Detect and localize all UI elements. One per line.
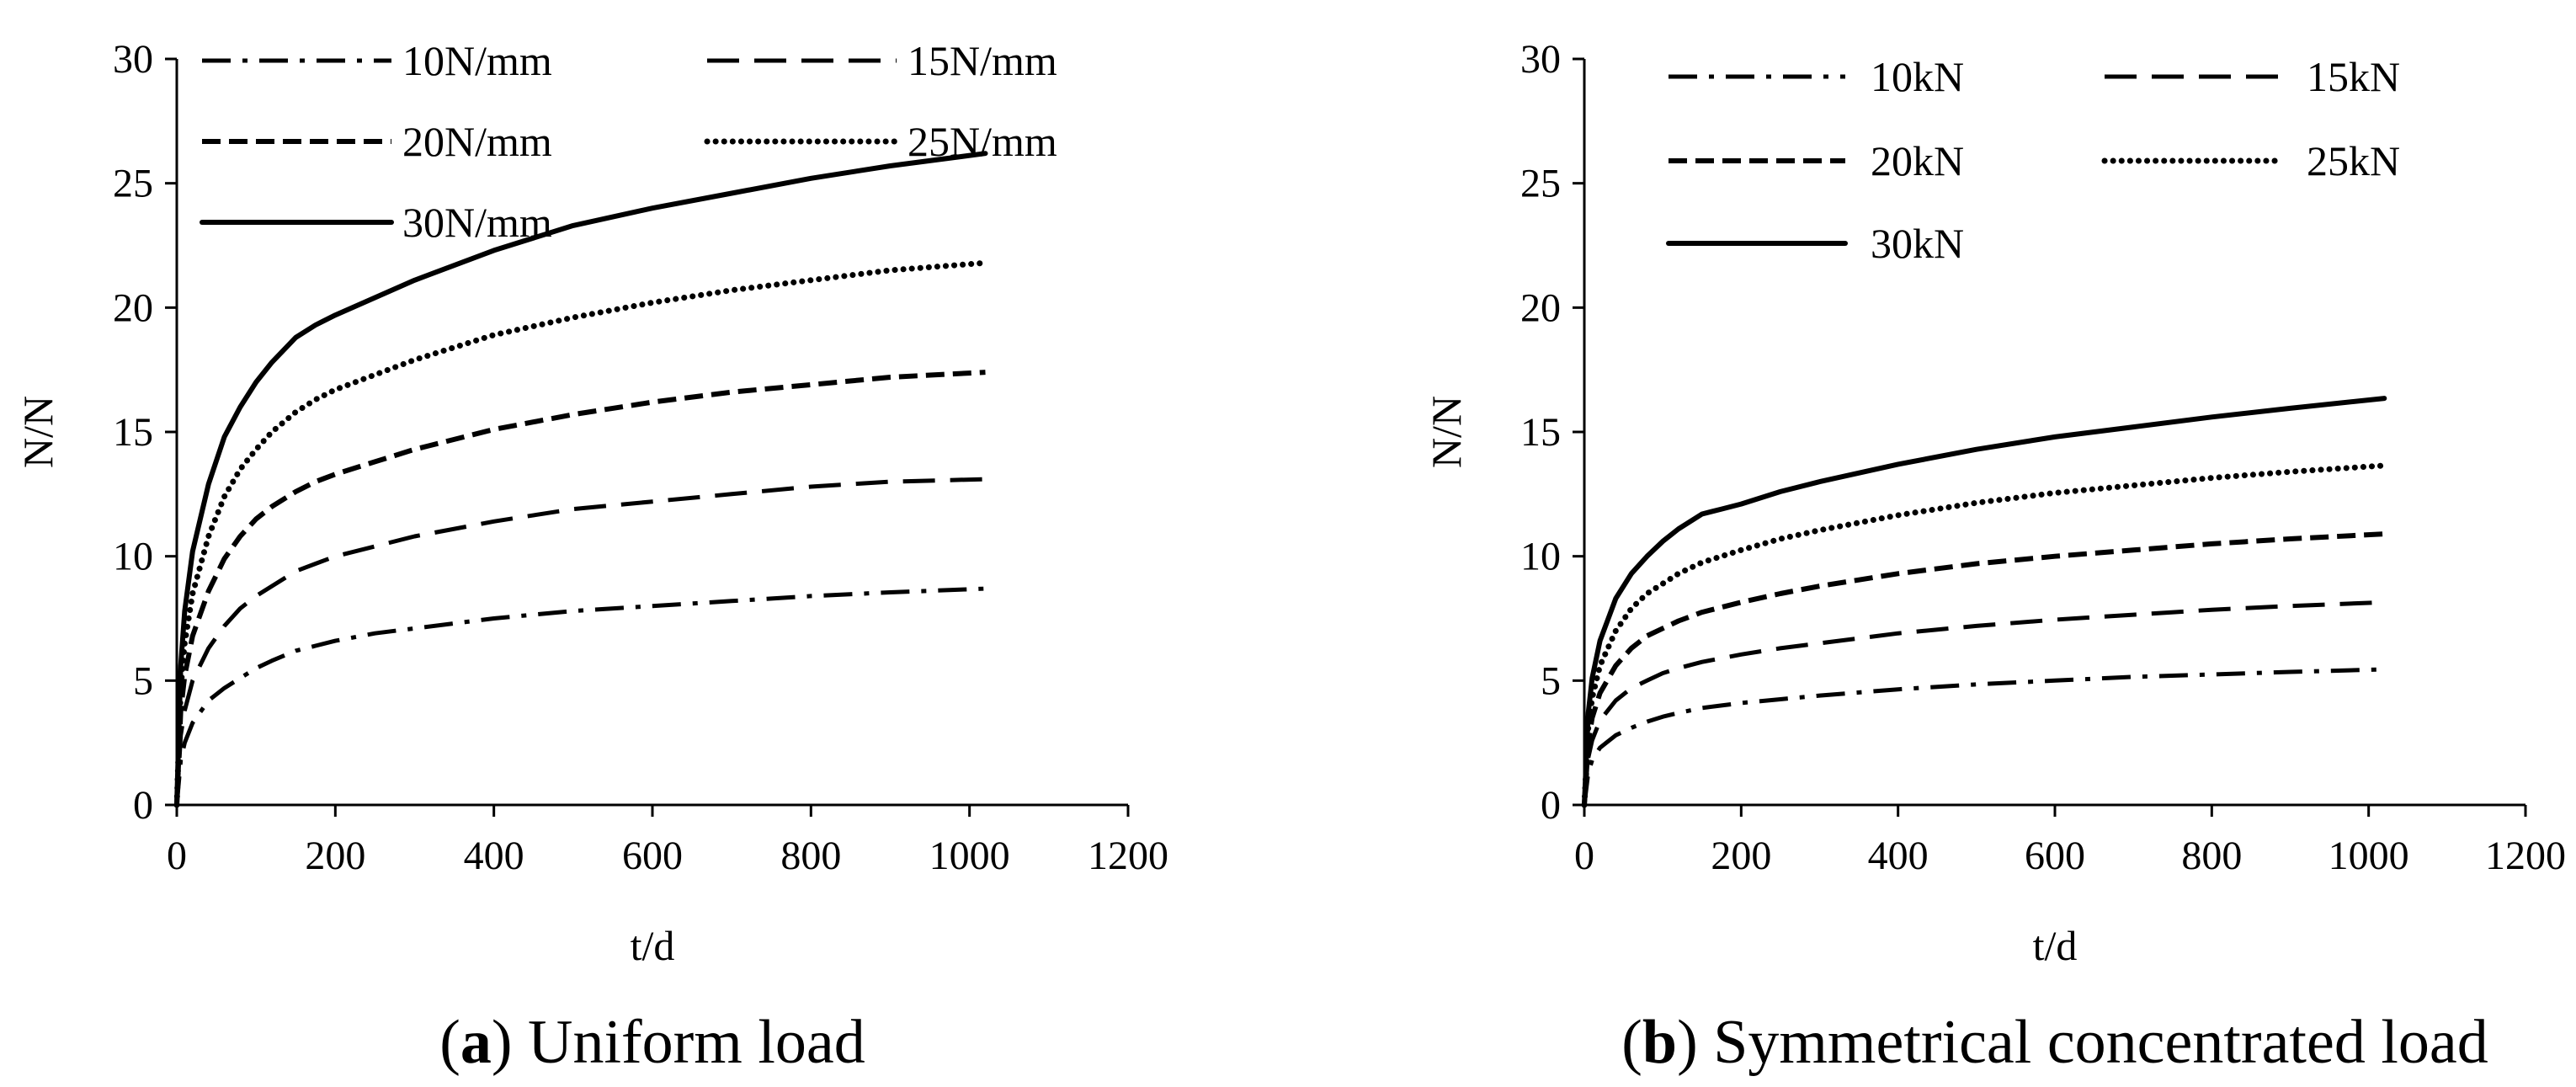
x-tick-label: 400 [464,834,524,878]
series-line-10N-mm [174,586,986,806]
x-tick-label: 1000 [929,834,1010,878]
series-line-25kN [1581,462,2387,808]
legend-label: 25kN [2307,137,2400,184]
x-tick-label: 200 [305,834,365,878]
caption-open-paren: ( [439,1008,460,1077]
legend-label: 10N/mm [402,37,552,84]
panel-b-y-ticks: 0 5 10 15 20 25 30 [1520,37,1584,828]
caption-text: ) Uniform load [492,1008,865,1077]
panel-a-uniform-load: 0 5 10 15 20 25 30 0 200 400 600 800 1000 1200 t/d N… [14,37,1168,1077]
panel-a-caption: (a) Uniform load [439,1008,865,1077]
y-tick-label: 30 [1520,37,1561,82]
panel-a-y-axis-label: N/N [14,396,61,468]
y-tick-label: 0 [1541,783,1561,828]
caption-text: ) Symmetrical concentrated load [1677,1008,2488,1077]
panel-b-caption: (b) Symmetrical concentrated load [1621,1008,2488,1077]
series-line-25N-mm [173,259,988,808]
y-tick-label: 30 [113,37,153,82]
legend-item: 30N/mm [200,199,552,246]
legend-item: 25kN [2101,137,2400,184]
x-tick-label: 200 [1711,834,1771,878]
caption-letter: b [1642,1008,1677,1077]
panel-b-series [1581,396,2387,808]
x-tick-label: 1200 [1088,834,1168,878]
y-tick-label: 25 [113,162,153,206]
x-tick-label: 0 [1574,834,1594,878]
y-tick-label: 5 [1541,658,1561,703]
y-tick-label: 0 [133,783,153,828]
series-line-20N-mm [174,370,986,806]
panel-a-axes [175,59,1128,807]
x-tick-label: 600 [622,834,683,878]
legend-label: 20kN [1871,137,1964,184]
x-tick-label: 0 [167,834,187,878]
legend-item: 10kN [1669,53,1964,100]
legend-item: 10N/mm [202,37,552,84]
caption-letter: a [460,1008,492,1077]
panel-b-x-ticks: 0 200 400 600 800 1000 1200 [1574,805,2566,878]
x-tick-label: 800 [2181,834,2242,878]
legend-item: 20N/mm [202,118,552,165]
panel-a-legend: 10N/mm 15N/mm 20N/mm 25N/mm 30N/mm [200,37,1057,246]
x-tick-label: 600 [2025,834,2085,878]
legend-label: 30kN [1871,220,1964,267]
legend-label: 15kN [2307,53,2400,100]
legend-item: 15N/mm [707,37,1057,84]
panel-b-symmetrical-concentrated-load: 0 5 10 15 20 25 30 0 200 400 600 800 1000 1200 t/d N… [1423,37,2566,1077]
y-tick-label: 20 [113,285,153,330]
y-tick-label: 15 [1520,410,1561,455]
x-tick-label: 1200 [2485,834,2566,878]
legend-label: 30N/mm [402,199,552,246]
panel-b-y-axis-label: N/N [1423,396,1470,468]
legend-item: 25N/mm [704,118,1057,165]
legend-label: 25N/mm [907,118,1057,165]
legend-label: 10kN [1871,53,1964,100]
series-line-15N-mm [174,477,986,806]
panel-a-y-ticks: 0 5 10 15 20 25 30 [113,37,177,828]
x-tick-label: 400 [1868,834,1929,878]
legend-label: 15N/mm [907,37,1057,84]
panel-b-x-axis-label: t/d [2033,922,2078,969]
legend-item: 20kN [1669,137,1964,184]
y-tick-label: 10 [113,535,153,579]
panel-a-series [173,151,988,808]
series-line-20kN [1582,531,2385,806]
y-tick-label: 5 [133,658,153,703]
series-line-10kN [1582,667,2385,806]
y-tick-label: 20 [1520,285,1561,330]
series-line-30N-mm [174,151,988,807]
legend-item: 30kN [1666,220,1964,267]
panel-a-x-ticks: 0 200 400 600 800 1000 1200 [167,805,1168,878]
series-line-30kN [1582,396,2387,807]
series-line-15kN [1582,599,2385,806]
panel-b-legend: 10kN 15kN 20kN 25kN 30kN [1666,53,2400,267]
y-tick-label: 10 [1520,535,1561,579]
x-tick-label: 1000 [2329,834,2409,878]
legend-item: 15kN [2105,53,2400,100]
y-tick-label: 25 [1520,162,1561,206]
x-tick-label: 800 [780,834,841,878]
panel-a-x-axis-label: t/d [631,922,675,969]
y-tick-label: 15 [113,410,153,455]
legend-label: 20N/mm [402,118,552,165]
caption-open-paren: ( [1621,1008,1642,1077]
